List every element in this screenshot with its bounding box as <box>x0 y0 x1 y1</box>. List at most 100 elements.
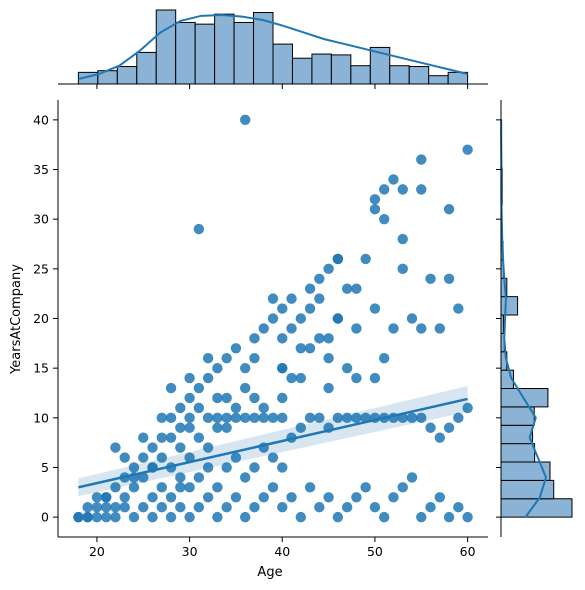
scatter-point <box>323 353 334 364</box>
marginal-x-bar <box>350 65 371 85</box>
scatter-point <box>277 362 288 374</box>
scatter-point <box>230 452 242 463</box>
scatter-point <box>193 432 205 443</box>
scatter-point <box>332 313 344 324</box>
scatter-point <box>239 114 251 126</box>
scatter-point <box>351 492 362 503</box>
scatter-point <box>314 412 325 424</box>
marginal-x-bar <box>136 51 157 85</box>
scatter-point <box>175 422 186 433</box>
scatter-point <box>128 482 140 493</box>
scatter-point <box>453 502 464 513</box>
scatter-point <box>295 313 307 324</box>
scatter-point <box>239 472 251 483</box>
scatter-point <box>184 412 195 424</box>
scatter-point <box>462 511 473 523</box>
scatter-point <box>184 372 195 384</box>
scatter-point <box>212 511 223 523</box>
scatter-point <box>332 412 344 424</box>
scatter-point <box>443 204 455 215</box>
scatter-point <box>267 412 279 424</box>
scatter-point <box>369 372 381 384</box>
marginal-y-bar <box>500 296 519 316</box>
scatter-point <box>258 412 269 424</box>
scatter-point <box>165 412 177 424</box>
scatter-point <box>397 184 408 195</box>
y-tick-label: 15 <box>33 361 49 376</box>
x-tick-label: 20 <box>89 544 105 559</box>
marginal-x-bar <box>175 21 196 85</box>
scatter-point <box>202 372 214 384</box>
scatter-point <box>416 154 427 165</box>
scatter-point <box>249 392 260 404</box>
scatter-point <box>249 412 260 424</box>
scatter-point <box>341 283 353 294</box>
scatter-point <box>341 502 353 513</box>
scatter-point <box>351 372 362 384</box>
scatter-point <box>119 502 130 513</box>
scatter-point <box>258 323 269 334</box>
marginal-y-histogram <box>496 100 573 537</box>
scatter-point <box>184 422 195 433</box>
scatter-point <box>369 502 381 513</box>
scatter-point <box>175 472 186 483</box>
scatter-point <box>388 323 399 334</box>
scatter-point <box>73 511 84 523</box>
scatter-point <box>221 422 232 433</box>
marginal-x-bar <box>214 13 235 85</box>
scatter-point <box>443 511 455 523</box>
y-tick-label: 5 <box>41 460 49 475</box>
scatter-point <box>462 402 473 414</box>
scatter-point <box>100 492 112 503</box>
scatter-point <box>175 442 186 453</box>
scatter-point <box>416 511 427 523</box>
scatter-point <box>175 402 186 414</box>
scatter-point <box>212 412 223 424</box>
scatter-point <box>184 392 195 404</box>
scatter-point <box>175 502 186 513</box>
scatter-point <box>165 432 177 443</box>
scatter-point <box>193 223 205 235</box>
x-tick-label: 40 <box>274 544 290 559</box>
scatter-point <box>434 323 446 334</box>
scatter-point <box>351 323 362 334</box>
scatter-point <box>453 412 464 424</box>
scatter-point <box>443 273 455 284</box>
scatter-point <box>295 372 307 384</box>
scatter-point <box>147 511 158 523</box>
y-tick-label: 0 <box>41 510 49 525</box>
scatter-point <box>230 412 242 424</box>
y-tick-label: 20 <box>33 311 49 326</box>
y-axis-title: YearsAtCompany <box>9 264 24 375</box>
scatter-point <box>184 452 195 463</box>
marginal-x-bar <box>291 57 313 85</box>
scatter-point <box>193 472 205 483</box>
marginal-x-bar <box>272 43 293 85</box>
regression-line <box>78 397 468 489</box>
marginal-x-bar <box>389 65 410 85</box>
scatter-point <box>379 213 390 225</box>
scatter-point <box>239 511 251 523</box>
marginal-y-bar <box>500 424 534 445</box>
scatter-point <box>239 382 251 394</box>
scatter-point <box>249 333 260 344</box>
scatter-point <box>277 462 288 473</box>
scatter-point <box>202 353 214 364</box>
scatter-point <box>110 482 121 493</box>
scatter-point <box>267 313 279 324</box>
scatter-point <box>425 273 436 284</box>
scatter-point <box>91 502 103 513</box>
scatter-point <box>360 253 371 265</box>
marginal-x-bar <box>233 21 255 85</box>
scatter-point <box>314 333 325 344</box>
scatter-point <box>184 482 195 493</box>
scatter-point <box>202 462 214 473</box>
scatter-point <box>221 353 232 364</box>
marginal-y-bar <box>500 443 536 463</box>
scatter-point <box>323 382 334 394</box>
scatter-point <box>434 432 446 443</box>
scatter-point <box>221 412 232 424</box>
marginal-x-bar <box>155 9 177 85</box>
y-tick-label: 40 <box>33 112 49 127</box>
scatter-point <box>239 412 251 424</box>
